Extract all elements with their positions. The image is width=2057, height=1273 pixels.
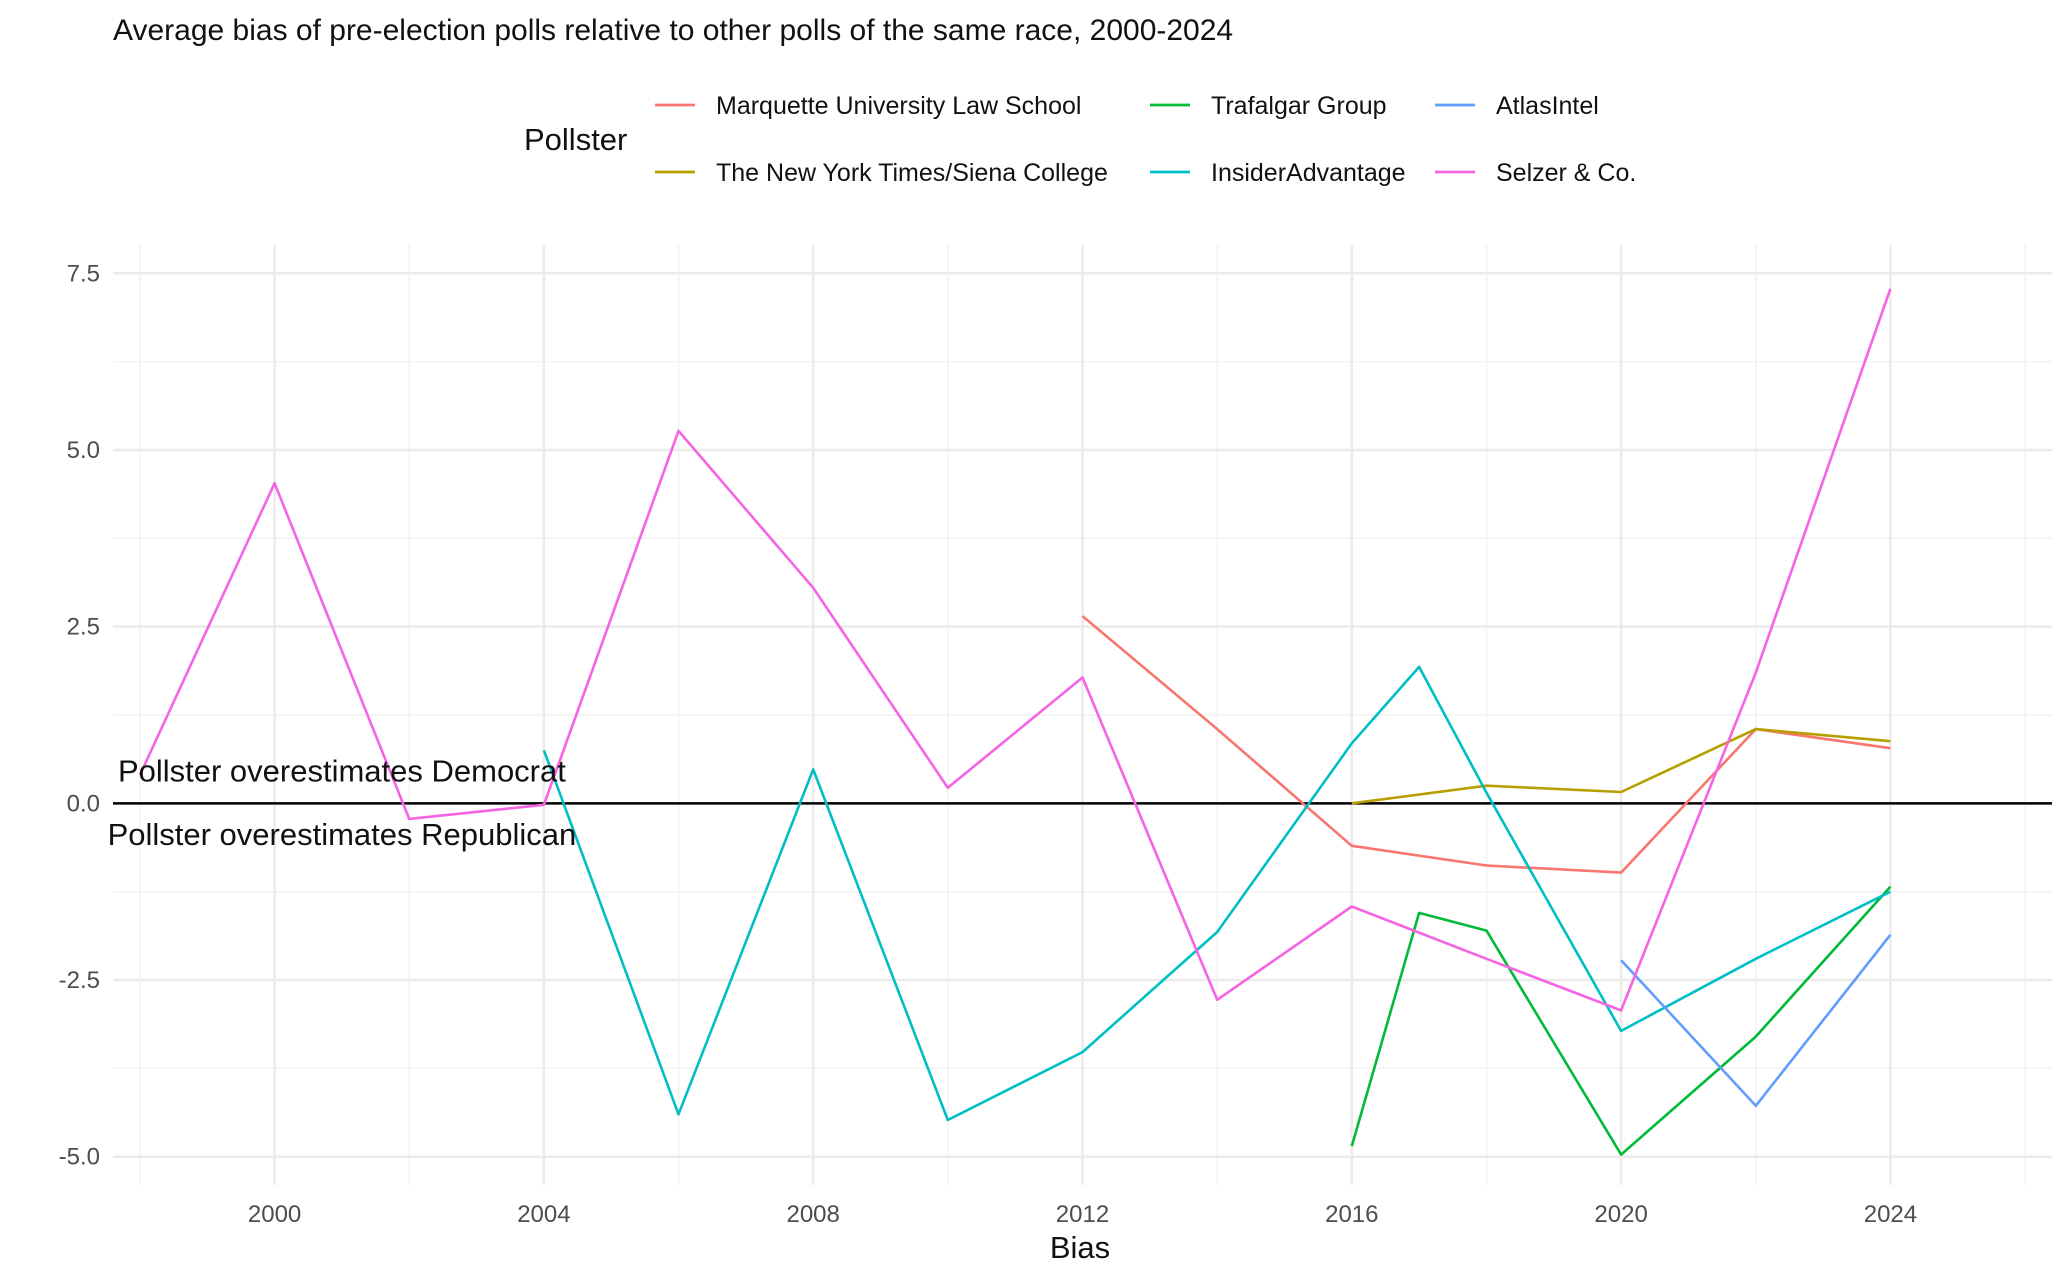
y-tick-label: 7.5 xyxy=(67,260,100,287)
y-tick-label: -5.0 xyxy=(59,1144,100,1171)
legend-item: Marquette University Law School xyxy=(655,92,1081,120)
chart-title: Average bias of pre-election polls relat… xyxy=(113,14,1233,47)
x-tick-label: 2004 xyxy=(517,1201,570,1228)
series-line xyxy=(542,665,1891,1122)
legend-label: Marquette University Law School xyxy=(716,92,1081,120)
legend: Pollster Marquette University Law School… xyxy=(524,92,1636,187)
legend-title: Pollster xyxy=(524,122,627,157)
annotation-label: Pollster overestimates Democrat xyxy=(118,754,566,789)
legend-item: AtlasIntel xyxy=(1435,92,1599,120)
x-axis-ticks: 2000 2004 2008 2012 2016 2020 2024 xyxy=(248,1201,1917,1228)
annotation-label: Pollster overestimates Republican xyxy=(108,817,577,852)
y-tick-label: -2.5 xyxy=(59,967,100,994)
y-tick-label: 0.0 xyxy=(67,790,100,817)
legend-items: Marquette University Law School The New Y… xyxy=(655,92,1636,187)
legend-label: The New York Times/Siena College xyxy=(716,159,1108,187)
x-tick-label: 2012 xyxy=(1056,1201,1109,1228)
legend-label: Selzer & Co. xyxy=(1496,159,1636,187)
series-line xyxy=(138,288,1892,1012)
x-tick-label: 2008 xyxy=(786,1201,839,1228)
series-line xyxy=(1620,933,1892,1108)
x-tick-label: 2020 xyxy=(1594,1201,1647,1228)
x-tick-label: 2016 xyxy=(1325,1201,1378,1228)
plot-area: Pollster overestimates Democrat Pollster … xyxy=(108,245,2052,1185)
series-line xyxy=(1351,727,1891,805)
legend-item: The New York Times/Siena College xyxy=(655,159,1108,187)
y-tick-label: 5.0 xyxy=(67,437,100,464)
x-axis-label: Bias xyxy=(1050,1230,1110,1265)
series-line xyxy=(1350,885,1892,1156)
y-axis-ticks: -5.0 -2.5 0.0 2.5 5.0 7.5 xyxy=(59,260,100,1170)
legend-label: InsiderAdvantage xyxy=(1211,159,1406,187)
annotations: Pollster overestimates Democrat Pollster … xyxy=(108,754,577,853)
legend-item: Trafalgar Group xyxy=(1150,92,1387,120)
legend-label: AtlasIntel xyxy=(1496,92,1599,120)
legend-item: InsiderAdvantage xyxy=(1150,159,1406,187)
y-tick-label: 2.5 xyxy=(67,614,100,641)
legend-item: Selzer & Co. xyxy=(1435,159,1636,187)
legend-label: Trafalgar Group xyxy=(1211,92,1387,120)
x-tick-label: 2000 xyxy=(248,1201,301,1228)
series-lines xyxy=(138,288,1892,1156)
x-tick-label: 2024 xyxy=(1864,1201,1917,1228)
